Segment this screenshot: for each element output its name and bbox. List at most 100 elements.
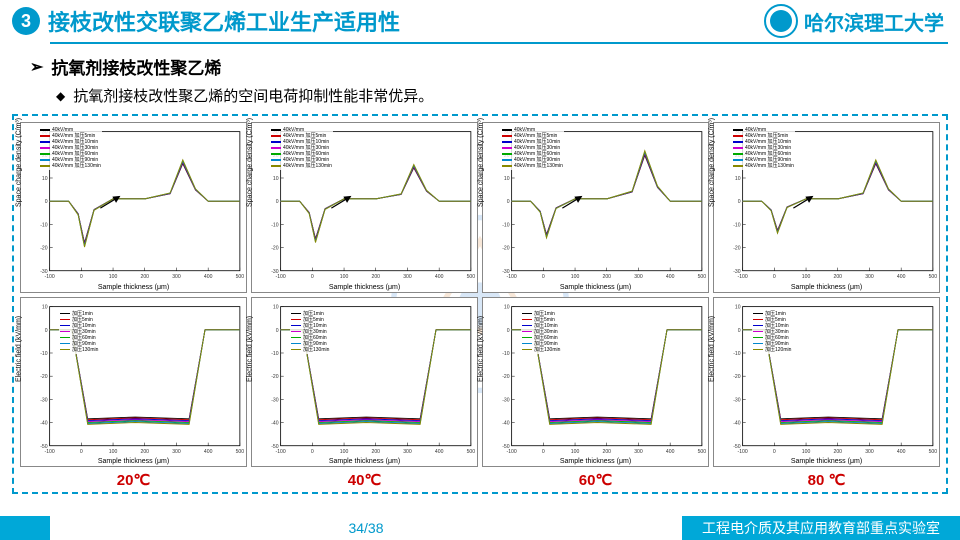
svg-text:10: 10	[735, 176, 741, 182]
svg-text:-10: -10	[502, 351, 510, 357]
svg-text:500: 500	[467, 449, 476, 455]
svg-text:500: 500	[698, 274, 707, 280]
svg-text:500: 500	[236, 449, 245, 455]
svg-text:-20: -20	[733, 374, 741, 380]
svg-text:-30: -30	[733, 269, 741, 275]
svg-text:10: 10	[273, 304, 279, 310]
svg-text:0: 0	[80, 274, 83, 280]
svg-text:-30: -30	[271, 269, 279, 275]
svg-text:-50: -50	[40, 443, 48, 449]
svg-text:200: 200	[602, 449, 611, 455]
svg-text:10: 10	[42, 176, 48, 182]
svg-text:200: 200	[371, 274, 380, 280]
svg-text:-10: -10	[271, 222, 279, 228]
svg-text:0: 0	[738, 199, 741, 205]
svg-text:0: 0	[45, 199, 48, 205]
svg-text:0: 0	[311, 449, 314, 455]
svg-text:500: 500	[698, 449, 707, 455]
svg-text:500: 500	[236, 274, 245, 280]
chart-legend: 40kV/mm40kV/mm 加压5min40kV/mm 加压10min40kV…	[501, 126, 564, 170]
svg-text:-40: -40	[502, 420, 510, 426]
svg-text:0: 0	[773, 449, 776, 455]
electric-field-chart: -1000100200300400500-50-40-30-20-10010El…	[713, 297, 940, 468]
university-name: 哈尔滨理工大学	[804, 7, 944, 36]
svg-text:500: 500	[929, 449, 938, 455]
svg-text:-40: -40	[271, 420, 279, 426]
svg-text:300: 300	[403, 274, 412, 280]
svg-text:0: 0	[738, 327, 741, 333]
bullet-text: 抗氧剂接枝改性聚乙烯的空间电荷抑制性能非常优异。	[73, 85, 433, 106]
temperature-label: 60℃	[482, 471, 709, 491]
svg-text:100: 100	[571, 274, 580, 280]
chart-legend: 加压1min加压5min加压10min加压30min加压60min加压90min…	[521, 310, 561, 354]
svg-text:-10: -10	[733, 222, 741, 228]
electric-field-chart: -1000100200300400500-50-40-30-20-10010El…	[20, 297, 247, 468]
university-logo-icon	[764, 4, 798, 38]
svg-text:10: 10	[504, 176, 510, 182]
svg-text:400: 400	[204, 274, 213, 280]
temperature-label: 20℃	[20, 471, 247, 491]
svg-text:0: 0	[507, 327, 510, 333]
svg-text:200: 200	[833, 449, 842, 455]
svg-text:300: 300	[172, 449, 181, 455]
svg-text:400: 400	[666, 449, 675, 455]
svg-text:300: 300	[634, 449, 643, 455]
bullet-row: ◆ 抗氧剂接枝改性聚乙烯的空间电荷抑制性能非常优异。	[56, 85, 960, 106]
svg-text:0: 0	[45, 327, 48, 333]
svg-text:300: 300	[634, 274, 643, 280]
chart-legend: 加压1min加压5min加压10min加压30min加压60min加压90min…	[59, 310, 99, 354]
svg-text:10: 10	[735, 304, 741, 310]
svg-text:-30: -30	[502, 397, 510, 403]
svg-text:-20: -20	[40, 374, 48, 380]
svg-text:-10: -10	[271, 351, 279, 357]
diamond-icon: ◆	[56, 89, 65, 103]
svg-text:400: 400	[435, 274, 444, 280]
svg-text:-40: -40	[40, 420, 48, 426]
svg-text:200: 200	[371, 449, 380, 455]
svg-text:400: 400	[435, 449, 444, 455]
svg-text:-10: -10	[40, 351, 48, 357]
space-charge-chart: -1000100200300400500-30-20-100102030Spac…	[20, 122, 247, 293]
space-charge-chart: -1000100200300400500-30-20-100102030Spac…	[251, 122, 478, 293]
svg-text:-10: -10	[733, 351, 741, 357]
electric-field-chart: -1000100200300400500-50-40-30-20-10010El…	[251, 297, 478, 468]
svg-text:-10: -10	[502, 222, 510, 228]
svg-text:100: 100	[802, 449, 811, 455]
svg-text:0: 0	[276, 327, 279, 333]
svg-text:-20: -20	[271, 246, 279, 252]
svg-text:-30: -30	[40, 397, 48, 403]
svg-text:0: 0	[773, 274, 776, 280]
arrow-icon: ➢	[30, 57, 43, 77]
svg-text:10: 10	[42, 304, 48, 310]
svg-text:200: 200	[833, 274, 842, 280]
svg-text:500: 500	[929, 274, 938, 280]
svg-text:-30: -30	[502, 269, 510, 275]
chart-legend: 40kV/mm40kV/mm 加压5min40kV/mm 加压10min40kV…	[270, 126, 333, 170]
svg-text:400: 400	[897, 274, 906, 280]
subtitle-row: ➢ 抗氧剂接枝改性聚乙烯	[30, 54, 960, 79]
svg-text:100: 100	[340, 449, 349, 455]
svg-text:-50: -50	[502, 443, 510, 449]
svg-text:400: 400	[204, 449, 213, 455]
svg-text:-50: -50	[733, 443, 741, 449]
svg-text:100: 100	[802, 274, 811, 280]
temperature-label: 80 ℃	[713, 471, 940, 491]
page-number: 34/38	[50, 520, 682, 536]
svg-text:100: 100	[571, 449, 580, 455]
svg-text:0: 0	[507, 199, 510, 205]
section-number-badge: 3	[12, 7, 40, 35]
svg-text:0: 0	[542, 274, 545, 280]
svg-text:0: 0	[311, 274, 314, 280]
svg-text:-40: -40	[733, 420, 741, 426]
svg-text:10: 10	[504, 304, 510, 310]
chart-panel: -1000100200300400500-30-20-100102030Spac…	[12, 114, 948, 494]
svg-text:-30: -30	[40, 269, 48, 275]
space-charge-chart: -1000100200300400500-30-20-100102030Spac…	[713, 122, 940, 293]
svg-text:10: 10	[273, 176, 279, 182]
svg-text:300: 300	[865, 449, 874, 455]
svg-text:200: 200	[140, 449, 149, 455]
lab-name: 工程电介质及其应用教育部重点实验室	[682, 516, 960, 540]
header: 3 接枝改性交联聚乙烯工业生产适用性 哈尔滨理工大学	[0, 0, 960, 42]
space-charge-chart: -1000100200300400500-30-20-100102030Spac…	[482, 122, 709, 293]
svg-text:500: 500	[467, 274, 476, 280]
